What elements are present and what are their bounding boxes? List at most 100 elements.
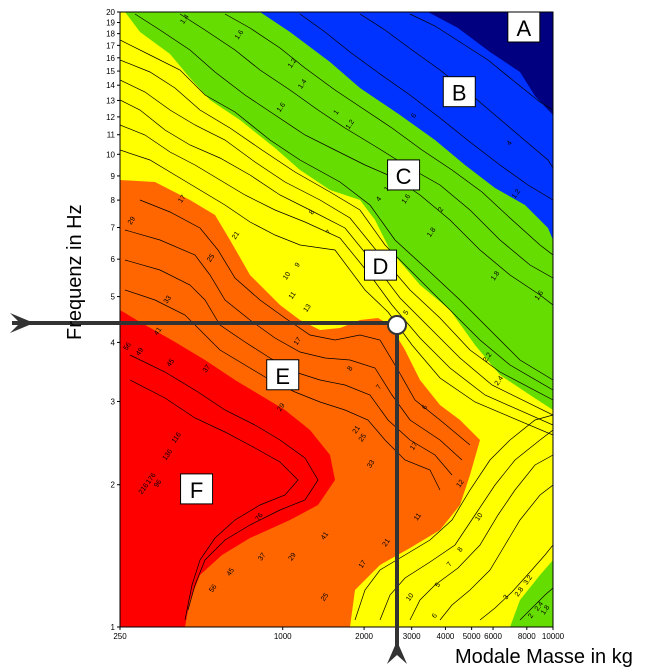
contour-label: 10: [474, 512, 484, 522]
contour-label: 41: [320, 531, 330, 541]
zone-label-box: [387, 159, 421, 191]
contour-label: 1.2: [511, 188, 522, 200]
y-tick-label: 15: [106, 67, 115, 76]
contour-label: 29: [127, 216, 137, 226]
y-tick-label: 20: [106, 8, 115, 17]
y-tick-label: 3: [111, 397, 116, 406]
x-tick-label: 250: [113, 632, 127, 641]
contour-label: 7: [375, 384, 383, 391]
contour-label: 3: [503, 594, 511, 601]
contour-label: 17: [177, 194, 187, 204]
contour-label: 41: [153, 326, 163, 336]
contour-label: 10: [282, 271, 292, 281]
intersection-marker: [387, 315, 407, 335]
x-tick-label: 2000: [355, 632, 373, 641]
annotation: [10, 313, 407, 664]
contour-label: 6: [410, 112, 418, 119]
zone-label-text: F: [190, 478, 203, 503]
x-tick-label: 3000: [403, 632, 421, 641]
contour-label: 4: [506, 140, 514, 147]
x-tick-label: 6000: [484, 632, 502, 641]
plot-frame: [119, 11, 554, 628]
contour-label: 8: [347, 365, 355, 372]
zone-label-f: F: [180, 473, 214, 505]
zone-label-d: D: [363, 249, 397, 281]
y-tick-label: 16: [106, 54, 115, 63]
contour-label: 2.4: [494, 375, 505, 387]
y-tick-label: 7: [111, 224, 116, 233]
zone-label-text: C: [396, 164, 412, 189]
zone-label-box: [442, 76, 476, 108]
contour-label: 21: [382, 538, 392, 548]
y-tick-label: 8: [111, 196, 116, 205]
x-axis-label: Modale Masse in kg: [455, 646, 633, 668]
contour-label: 29: [276, 402, 286, 412]
contour-label: 21: [352, 425, 362, 435]
contour-label: 37: [257, 552, 267, 562]
contour-label: 2.4: [534, 600, 545, 612]
contour-label: 1: [333, 109, 341, 116]
zone-label-e: E: [266, 359, 300, 391]
contour-label: 96: [153, 479, 163, 489]
zone-label-box: [363, 249, 397, 281]
contour-label: 1.6: [276, 102, 287, 114]
contour-label: 7: [446, 561, 454, 568]
y-tick-label: 4: [111, 338, 116, 347]
contour-label: 1.2: [345, 119, 356, 131]
x-tick-label: 1000: [274, 632, 292, 641]
contour-label: 2.8: [514, 586, 525, 598]
y-tick-label: 6: [111, 255, 116, 264]
zone-label-box: [180, 473, 214, 505]
contour-label: 6: [421, 404, 429, 411]
contour-label: 56: [208, 583, 218, 593]
contour-label: 45: [226, 567, 236, 577]
contour-label: 3.2: [523, 574, 534, 586]
y-tick-label: 17: [106, 41, 115, 50]
contour-label: 25: [320, 592, 330, 602]
contour-label: 25: [206, 253, 216, 263]
x-tick-label: 8000: [518, 632, 536, 641]
contour-label: 33: [366, 459, 376, 469]
contour-label: 2: [527, 612, 535, 619]
contour-label: 33: [163, 295, 173, 305]
zone-label-text: B: [452, 81, 467, 106]
contour-label: 7: [325, 229, 333, 236]
contour-label: 5: [434, 582, 442, 589]
y-tick-label: 9: [111, 172, 116, 181]
contour-label: 37: [202, 364, 212, 374]
contour-label: 49: [135, 347, 145, 357]
y-tick-label: 10: [106, 150, 115, 159]
y-tick-label: 2: [111, 481, 116, 490]
contour-label: 2.2: [482, 351, 493, 363]
zone-label-box: [507, 11, 541, 43]
zone-fill-F: [120, 310, 335, 627]
contour-label: 1.4: [297, 78, 308, 90]
y-tick-label: 18: [106, 30, 115, 39]
contour-label: 1.6: [401, 193, 412, 205]
contour-label: 1.8: [540, 604, 551, 616]
contour-label: 5: [402, 309, 410, 316]
contour-label: 17: [358, 559, 368, 569]
contour-label: 1.6: [234, 29, 245, 41]
contour-label: 6: [431, 612, 439, 619]
zone-label-b: B: [442, 76, 476, 108]
contour-label: 21: [231, 230, 241, 240]
contour-label: 4: [375, 196, 383, 203]
contour-label: 17: [293, 336, 303, 346]
y-tick-label: 5: [111, 293, 116, 302]
horizontal-arrow-head: [10, 313, 34, 333]
contour-label: 8: [308, 209, 316, 216]
contour-label: 29: [288, 552, 298, 562]
y-tick-label: 12: [106, 113, 115, 122]
x-tick-label: 5000: [463, 632, 481, 641]
contour-label: 45: [166, 358, 176, 368]
contour-label: 1.6: [534, 290, 545, 302]
contour-label: 1.8: [426, 227, 437, 239]
contour-label: 17: [409, 441, 419, 451]
contour-label: 1.8: [490, 270, 501, 282]
x-tick-label: 10000: [542, 632, 565, 641]
contour-label: 11: [413, 512, 423, 522]
contour-label: 1.4: [179, 13, 190, 25]
zone-label-text: A: [516, 16, 531, 41]
